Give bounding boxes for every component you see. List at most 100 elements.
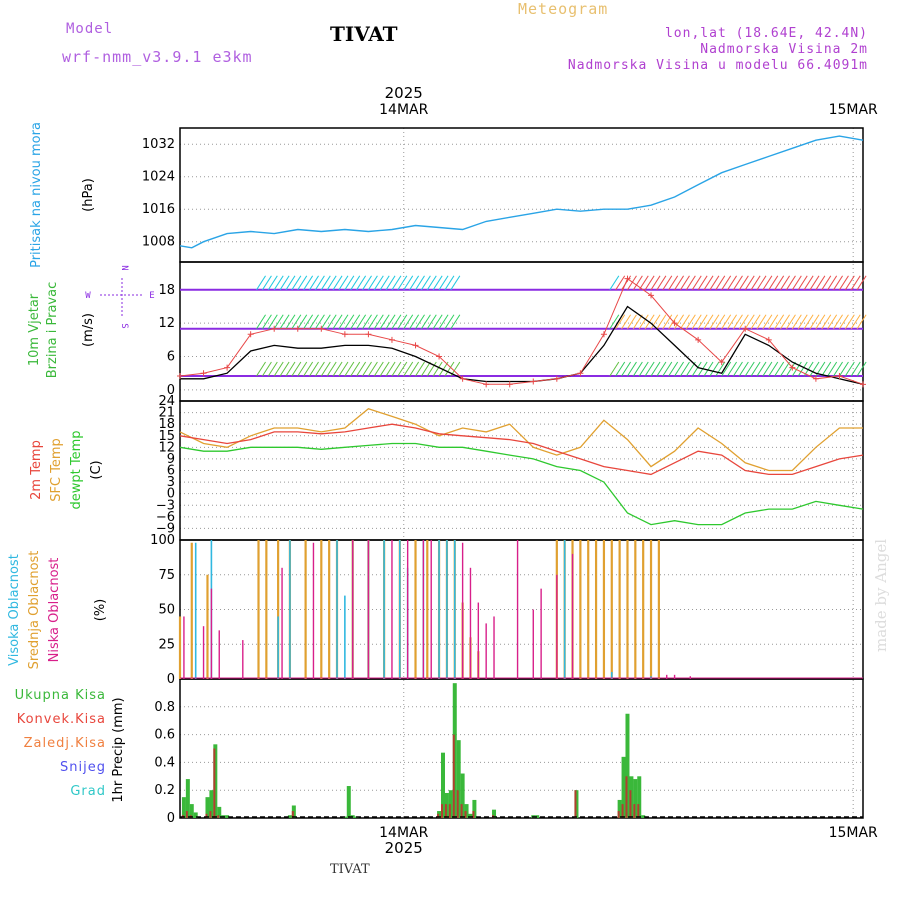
wind-barb — [650, 314, 661, 329]
wind-barb — [809, 275, 820, 291]
y-tick-label: 1016 — [142, 202, 175, 217]
wind-barb — [756, 314, 767, 329]
wind-barb — [415, 361, 425, 377]
wind-barb — [703, 361, 714, 377]
wind-barb — [715, 361, 726, 377]
wind-barb — [273, 361, 284, 377]
wind-gust-marker — [789, 364, 796, 371]
wind-barb — [267, 314, 278, 329]
wind-barb — [774, 361, 785, 377]
precip-total-bar — [440, 752, 445, 818]
precip-conv-bar — [621, 804, 624, 818]
wind-barb — [662, 361, 673, 377]
wind-barb — [638, 314, 649, 329]
wind-barb — [379, 361, 390, 377]
wind-barb — [426, 361, 437, 377]
y-tick-label: 0.2 — [154, 783, 175, 798]
y-tick-label: 25 — [158, 637, 175, 652]
wind-barb — [833, 361, 843, 377]
wind-barb — [262, 361, 272, 377]
wind-barb — [315, 314, 325, 329]
wind-barb — [750, 275, 761, 291]
wind-barb — [844, 314, 855, 329]
precip-legend-label: Snijeg — [60, 760, 106, 775]
wind-barb — [338, 314, 349, 329]
wind-barb — [744, 314, 755, 329]
wind-barb — [839, 275, 849, 291]
wind-barb — [697, 314, 708, 329]
wind-barb — [367, 314, 378, 329]
wind-axis-label-2: Brzina i Pravac — [45, 282, 60, 379]
wind-gust-marker — [765, 336, 772, 343]
wind-barb — [750, 361, 761, 377]
wind-gust-marker — [506, 381, 513, 388]
precip-total-bar — [621, 756, 626, 818]
y-tick-label: 15 — [158, 429, 175, 444]
precip-total-bar — [287, 815, 292, 818]
model-name: wrf-nmm_v3.9.1 e3km — [62, 48, 253, 66]
wind-barb — [738, 314, 749, 329]
wind-barb — [450, 314, 461, 329]
low-cloud-axis-label: Niska Oblacnost — [47, 558, 62, 663]
wind-barb — [844, 275, 855, 291]
wind-barb — [420, 361, 431, 377]
wind-barb — [291, 361, 302, 377]
precip-conv-bar — [633, 804, 636, 818]
y-tick-label: 0 — [167, 811, 175, 826]
bottom-year-label: 2025 — [385, 839, 423, 857]
cloud-unit-label: (%) — [93, 599, 108, 622]
wind-gust-marker — [530, 378, 537, 385]
wind-barb — [438, 361, 449, 377]
precip-total-bar — [189, 804, 194, 818]
y-tick-label: 9 — [167, 452, 175, 467]
wind-barb — [609, 275, 620, 291]
y-tick-label: 18 — [158, 283, 175, 298]
wind-barb — [697, 275, 708, 291]
wind-barb — [373, 275, 384, 291]
precip-total-bar — [193, 812, 198, 818]
wind-barb — [750, 314, 761, 329]
wind-barb — [420, 314, 431, 329]
wind-barb — [727, 361, 737, 377]
wind-barb — [391, 314, 402, 329]
precip-total-bar — [633, 779, 638, 818]
bottom-day-label: 14MAR — [379, 825, 428, 841]
wind-gust-marker — [294, 325, 301, 332]
compass-north: N — [119, 265, 129, 270]
precip-conv-bar — [444, 804, 447, 818]
precip-total-bar — [209, 790, 214, 818]
wind-barb — [821, 314, 832, 329]
wind-barb — [762, 314, 773, 329]
wind-barb — [262, 314, 272, 329]
wind-barb — [450, 275, 461, 291]
wind-gust-marker — [695, 336, 702, 343]
wind-barb — [733, 314, 743, 329]
wind-barb — [791, 314, 802, 329]
wind-barb — [426, 275, 437, 291]
wind-barb — [303, 275, 314, 291]
wind-barb — [650, 361, 661, 377]
wind-barb — [385, 361, 396, 377]
wind-barb — [615, 314, 626, 329]
sfc-temp-line — [179, 407, 863, 472]
precip-conv-bar — [625, 776, 628, 818]
wind-barb — [262, 275, 272, 291]
wind-barb — [367, 361, 378, 377]
wind-barb — [685, 275, 696, 291]
wind-barb — [397, 361, 408, 377]
wind-barb — [786, 314, 796, 329]
wind-gust-marker — [553, 375, 560, 382]
wind-barb — [756, 361, 767, 377]
wind-barb — [356, 314, 367, 329]
wind-barb — [727, 275, 737, 291]
panel-frame — [179, 678, 864, 819]
wind-barb — [356, 275, 367, 291]
wind-barb — [762, 275, 773, 291]
wind-barb — [709, 361, 720, 377]
wind-axis-label: 10m Vjetar — [27, 293, 42, 366]
precip-conv-bar — [217, 815, 220, 818]
wind-barb — [409, 314, 420, 329]
wind-barb — [397, 275, 408, 291]
wind-barb — [397, 314, 408, 329]
wind-barb — [444, 314, 455, 329]
